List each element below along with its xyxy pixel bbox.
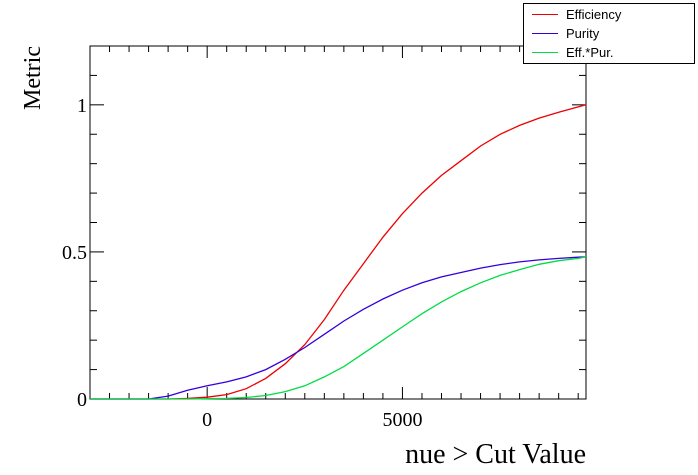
series-line-2 bbox=[90, 256, 587, 400]
legend-label-purity: Purity bbox=[566, 26, 600, 41]
series-line-1 bbox=[90, 256, 587, 400]
legend-entry-effpur: Eff.*Pur. bbox=[524, 44, 694, 62]
x-axis-label: nue > Cut Value bbox=[405, 439, 586, 470]
x-tick-label: 0 bbox=[202, 409, 212, 431]
legend-entry-efficiency: Efficiency bbox=[524, 6, 694, 24]
legend-label-effpur: Eff.*Pur. bbox=[566, 45, 614, 60]
axis-ticks bbox=[89, 45, 586, 400]
legend-label-efficiency: Efficiency bbox=[566, 7, 622, 22]
y-tick-label: 0 bbox=[77, 389, 87, 411]
legend-swatch-effpur bbox=[532, 52, 558, 53]
y-tick-label: 0.5 bbox=[62, 242, 87, 264]
legend-swatch-efficiency bbox=[532, 14, 558, 15]
y-tick-label: 1 bbox=[77, 95, 87, 117]
legend: Efficiency Purity Eff.*Pur. bbox=[523, 3, 695, 64]
legend-swatch-purity bbox=[532, 33, 558, 34]
plot-frame bbox=[89, 45, 587, 400]
series-line-0 bbox=[90, 104, 587, 400]
x-tick-label: 5000 bbox=[382, 409, 422, 431]
y-axis-label: Metric bbox=[20, 46, 46, 110]
tick-labels: 0 0.5 1 0 5000 bbox=[62, 95, 422, 431]
series-lines bbox=[90, 104, 587, 400]
legend-entry-purity: Purity bbox=[524, 25, 694, 43]
